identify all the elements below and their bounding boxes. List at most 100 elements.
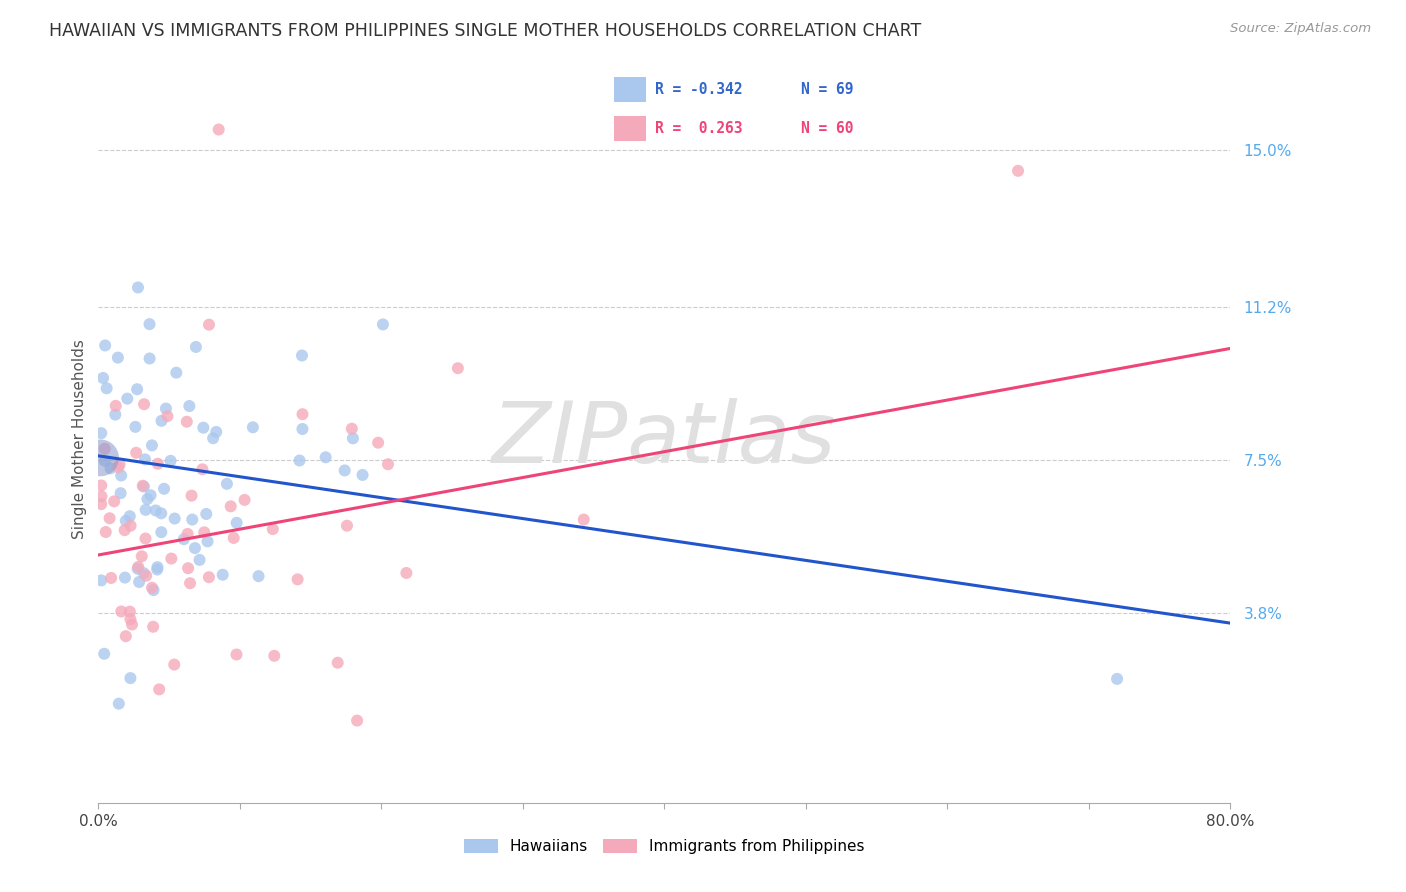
Point: [150, 507, 173, 521]
Point: [135, 503, 157, 517]
Point: [104, 408, 127, 422]
Point: [447, 361, 470, 376]
Point: [150, 414, 173, 428]
Point: [225, 516, 247, 530]
Point: [90, 450, 112, 465]
Point: [367, 435, 389, 450]
Point: [188, 553, 211, 567]
Point: [127, 280, 149, 294]
Point: [165, 366, 187, 380]
Point: [132, 566, 155, 580]
Point: [103, 494, 125, 508]
Point: [173, 532, 195, 546]
Point: [184, 340, 207, 354]
Point: [191, 462, 214, 476]
Point: [176, 527, 198, 541]
Point: [107, 460, 129, 475]
Point: [100, 571, 122, 585]
Point: [291, 407, 314, 421]
Point: [124, 420, 146, 434]
Point: [198, 318, 221, 332]
Point: [288, 453, 311, 467]
Point: [225, 648, 247, 662]
Point: [120, 612, 142, 626]
Point: [287, 572, 309, 586]
Point: [114, 523, 136, 537]
Point: [177, 561, 200, 575]
Point: [336, 518, 359, 533]
Point: [120, 518, 142, 533]
Point: [93, 647, 115, 661]
Point: [90, 497, 112, 511]
Point: [118, 605, 141, 619]
Point: [110, 604, 132, 618]
Text: R = -0.342: R = -0.342: [655, 82, 742, 97]
Point: [107, 697, 129, 711]
Point: [155, 401, 177, 416]
Point: [163, 657, 186, 672]
Point: [90, 574, 112, 588]
Point: [371, 318, 394, 332]
Point: [326, 656, 349, 670]
Point: [146, 457, 169, 471]
Point: [395, 566, 418, 580]
Point: [1007, 164, 1029, 178]
Point: [197, 534, 219, 549]
Point: [352, 467, 374, 482]
Point: [110, 468, 132, 483]
Point: [136, 491, 159, 506]
Point: [242, 420, 264, 434]
Point: [94, 338, 117, 352]
Point: [377, 457, 399, 471]
FancyBboxPatch shape: [614, 77, 645, 103]
Point: [139, 488, 162, 502]
Point: [176, 415, 198, 429]
Point: [118, 509, 141, 524]
Point: [572, 512, 595, 526]
Point: [114, 629, 136, 643]
Point: [91, 371, 114, 385]
Legend: Hawaiians, Immigrants from Philippines: Hawaiians, Immigrants from Philippines: [458, 833, 870, 861]
Text: R =  0.263: R = 0.263: [655, 121, 742, 136]
Point: [291, 422, 314, 436]
Point: [340, 422, 363, 436]
Point: [142, 583, 165, 598]
Point: [205, 425, 228, 439]
Point: [159, 454, 181, 468]
Point: [179, 399, 201, 413]
Point: [160, 551, 183, 566]
Text: N = 69: N = 69: [801, 82, 853, 97]
Point: [163, 511, 186, 525]
Text: HAWAIIAN VS IMMIGRANTS FROM PHILIPPINES SINGLE MOTHER HOUSEHOLDS CORRELATION CHA: HAWAIIAN VS IMMIGRANTS FROM PHILIPPINES …: [49, 22, 921, 40]
Point: [134, 532, 156, 546]
Point: [141, 438, 163, 452]
Point: [193, 420, 215, 434]
Point: [132, 479, 155, 493]
Point: [262, 522, 284, 536]
Point: [117, 392, 139, 406]
Point: [94, 454, 117, 468]
Point: [148, 682, 170, 697]
Point: [153, 482, 176, 496]
Text: Source: ZipAtlas.com: Source: ZipAtlas.com: [1230, 22, 1371, 36]
Point: [198, 570, 221, 584]
Point: [138, 317, 160, 331]
Point: [125, 446, 148, 460]
Point: [107, 351, 129, 365]
Point: [342, 431, 364, 445]
Point: [291, 349, 314, 363]
Point: [222, 531, 245, 545]
Point: [141, 581, 163, 595]
Point: [211, 567, 233, 582]
Point: [263, 648, 285, 663]
Point: [346, 714, 368, 728]
Point: [93, 442, 115, 456]
Point: [127, 562, 149, 576]
Point: [120, 671, 142, 685]
Point: [156, 409, 179, 424]
Point: [90, 489, 112, 503]
Point: [247, 569, 270, 583]
Point: [134, 452, 156, 467]
Point: [233, 492, 256, 507]
Point: [333, 463, 356, 477]
